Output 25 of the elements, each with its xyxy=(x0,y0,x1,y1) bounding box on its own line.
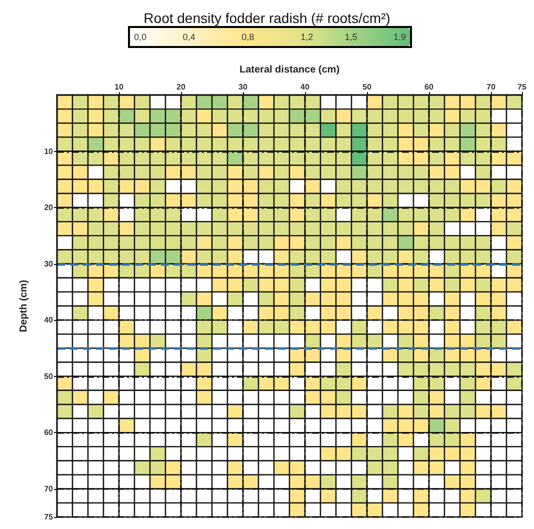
y-tick-label: 70 xyxy=(44,484,54,494)
color-bar-label: 1,5 xyxy=(344,32,358,42)
x-tick-label: 10 xyxy=(114,82,124,92)
x-tick-label: 70 xyxy=(486,82,496,92)
x-tick-label: 20 xyxy=(176,82,186,92)
y-tick-label: 40 xyxy=(44,316,54,325)
x-axis-title: Lateral distance (cm) xyxy=(239,64,340,76)
color-bar-label: 1,2 xyxy=(300,32,314,42)
y-tick-label: 75 xyxy=(44,512,54,522)
y-axis-title: Depth (cm) xyxy=(18,280,30,332)
x-tick-label: 60 xyxy=(424,82,434,92)
x-tick-label: 50 xyxy=(362,82,372,92)
color-bar-label: 0,0 xyxy=(134,32,147,42)
color-bar-label: 0,8 xyxy=(242,32,254,42)
color-bar-label: 1,9 xyxy=(393,32,406,42)
color-bar-label: 0,4 xyxy=(182,32,196,42)
chart-title: Root density fodder radish (# roots/cm²) xyxy=(144,10,390,26)
x-tick-label: 75 xyxy=(518,82,527,92)
x-tick-label: 40 xyxy=(300,82,310,92)
y-tick-label: 20 xyxy=(44,203,54,212)
y-tick-label: 10 xyxy=(44,146,54,156)
y-tick-label: 60 xyxy=(44,428,54,438)
y-tick-label: 50 xyxy=(44,372,54,381)
x-tick-label: 30 xyxy=(238,82,248,92)
y-tick-label: 30 xyxy=(44,259,54,268)
